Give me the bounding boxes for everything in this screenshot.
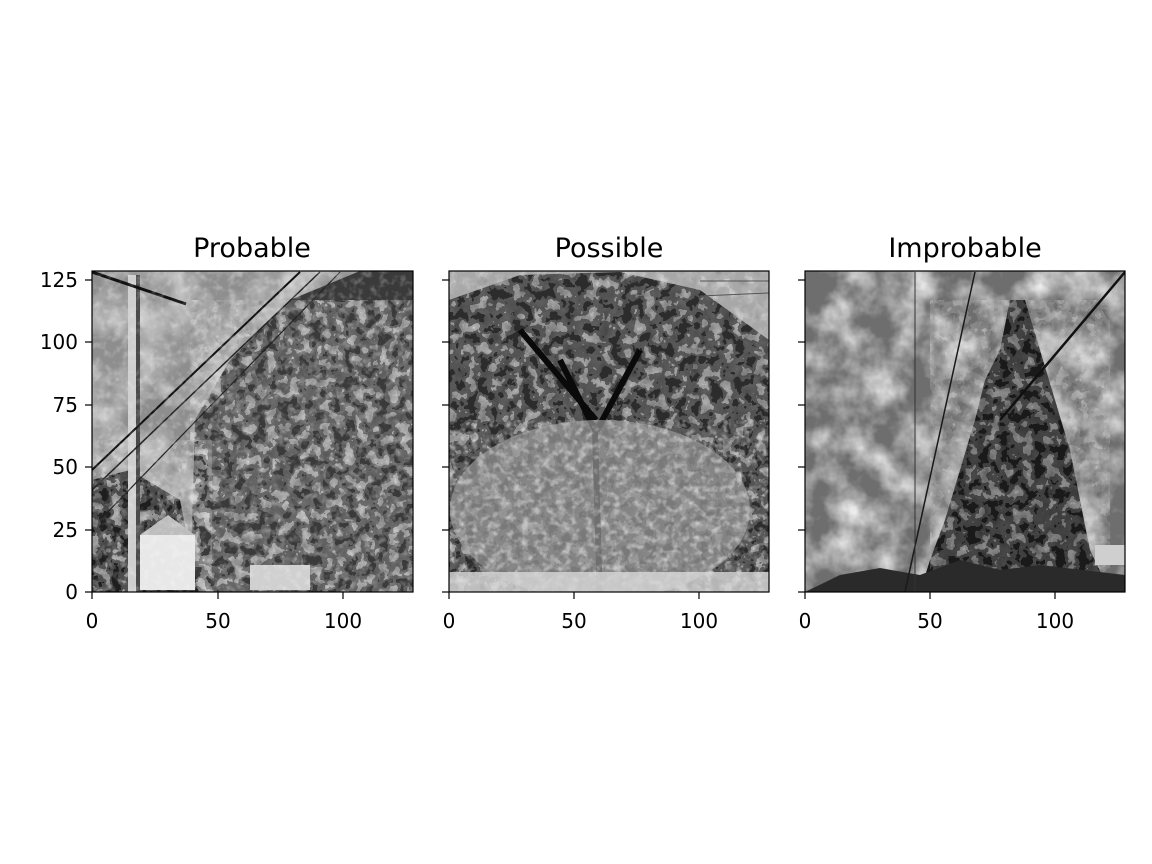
panel-title: Possible	[555, 233, 664, 264]
y-tick-label: 125	[40, 268, 78, 292]
x-tick-label: 0	[799, 609, 812, 633]
x-tick-label: 100	[680, 609, 718, 633]
axes-frame	[804, 270, 1126, 593]
x-tick-label: 50	[561, 609, 586, 633]
photo-large-tree	[449, 271, 769, 592]
panel-probable: Probable 0 50 100	[40, 233, 414, 633]
panel-title: Probable	[193, 233, 311, 264]
y-tick-label: 50	[53, 455, 78, 479]
x-tick-label: 50	[917, 609, 942, 633]
panel-possible: Possible 0 50 100	[442, 233, 770, 633]
x-axis: 0 50 100	[799, 592, 1074, 633]
x-tick-label: 100	[324, 609, 362, 633]
y-tick-label: 100	[40, 330, 78, 354]
panel-improbable: Improbable 0 50 100	[798, 233, 1126, 633]
axes-frame	[91, 270, 414, 593]
axes-frame	[448, 270, 770, 593]
panel-title: Improbable	[888, 233, 1041, 264]
photo-utility-pole-and-trees	[92, 271, 413, 592]
x-axis: 0 50 100	[443, 592, 718, 633]
x-tick-label: 100	[1036, 609, 1074, 633]
x-tick-label: 0	[86, 609, 99, 633]
y-axis: 0 25 50 75 100 125	[40, 268, 92, 604]
y-tick-label: 0	[65, 580, 78, 604]
y-axis	[798, 279, 805, 593]
y-tick-label: 25	[53, 518, 78, 542]
x-tick-label: 50	[205, 609, 230, 633]
y-tick-label: 75	[53, 393, 78, 417]
x-axis: 0 50 100	[86, 592, 362, 633]
x-tick-label: 0	[443, 609, 456, 633]
photo-cloudy-sky-conifer	[805, 271, 1125, 592]
y-axis	[442, 279, 449, 593]
